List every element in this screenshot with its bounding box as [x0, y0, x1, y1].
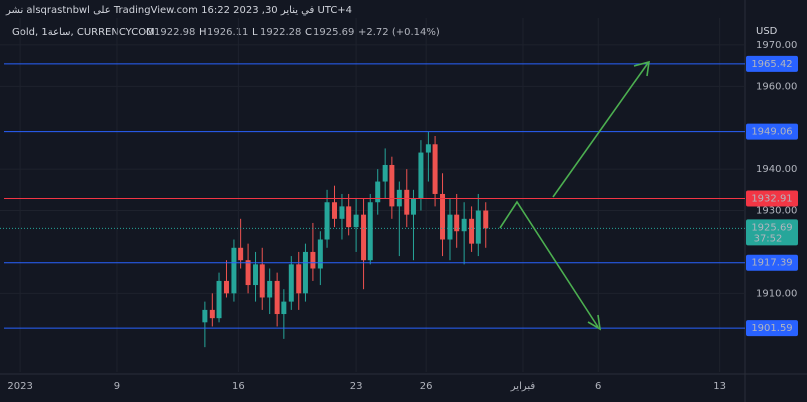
ohlc-value: 1922.98	[154, 27, 195, 38]
candle-body	[231, 247, 237, 294]
candle-body	[238, 247, 244, 261]
candle-body	[288, 264, 294, 302]
candle-body	[410, 198, 416, 215]
x-tick-label: 26	[420, 381, 433, 392]
y-tick-label: 1930.00	[756, 206, 797, 217]
candle-body	[223, 280, 229, 294]
x-tick-label: 9	[114, 381, 120, 392]
candle-body	[382, 164, 388, 182]
level-label-box	[746, 320, 798, 337]
change: +2.72 (+0.14%)	[358, 27, 440, 38]
level-label: 1949.06	[751, 127, 792, 138]
arrow-up-head	[633, 60, 650, 77]
candle-body	[339, 206, 345, 219]
candle-body	[475, 210, 481, 244]
ohlc-label: O	[146, 27, 154, 38]
candle-body	[253, 264, 259, 286]
ohlc-value: 1926.11	[207, 27, 248, 38]
candle-body	[274, 280, 280, 315]
ohlc-value: 1922.28	[260, 27, 301, 38]
candle-body	[447, 214, 453, 240]
candle-body	[418, 152, 424, 199]
level-label: 1901.59	[751, 323, 792, 334]
x-tick-label: 13	[713, 381, 726, 392]
y-tick-label: 1970.00	[756, 40, 797, 51]
arrow-down	[499, 200, 599, 328]
level-label: 1917.39	[751, 258, 792, 269]
candle-body	[324, 202, 330, 240]
ohlc-label: H	[199, 27, 207, 38]
level-label: 1932.91	[751, 193, 792, 204]
countdown: 37:52	[754, 233, 783, 244]
symbol: Gold, 1ساعة, CURRENCYCOM	[12, 27, 155, 38]
candle-body	[332, 202, 338, 219]
projection-arrows	[499, 60, 650, 331]
candle-body	[361, 214, 367, 261]
candle-body	[469, 218, 475, 244]
arrow-down-head	[587, 314, 602, 331]
candle-body	[425, 144, 431, 153]
y-tick-label: 1960.00	[756, 81, 797, 92]
candle-body	[367, 202, 373, 261]
candle-body	[454, 214, 460, 232]
x-tick-label: 6	[595, 381, 601, 392]
candle-body	[353, 214, 359, 228]
candle-body	[375, 181, 381, 203]
candle-body	[432, 144, 438, 194]
candle-body	[296, 264, 302, 294]
level-label-box	[746, 190, 798, 207]
ohlc-label: L	[252, 27, 258, 38]
candle-body	[209, 309, 215, 319]
last-price-box	[746, 219, 798, 246]
y-tick-label: 1910.00	[756, 288, 797, 299]
last-price-label: 1925.69	[751, 222, 792, 233]
candle-body	[267, 280, 273, 298]
candle-body	[302, 251, 308, 294]
ohlc-value: 1925.69	[313, 27, 354, 38]
candle-body	[202, 309, 208, 323]
x-tick-label: 2023	[7, 381, 32, 392]
candle-body	[281, 301, 287, 315]
level-label-box	[746, 55, 798, 72]
currency: USD	[756, 26, 778, 37]
attribution: نشر alsqrastnbwl على TradingView.com في …	[5, 5, 352, 16]
x-tick-label: فبراير	[510, 381, 536, 392]
candle-body	[317, 239, 323, 269]
candle-body	[404, 189, 410, 215]
candle-body	[310, 251, 316, 269]
ohlc-label: C	[305, 27, 312, 38]
x-tick-label: 23	[350, 381, 363, 392]
candle-body	[389, 164, 395, 207]
level-label: 1965.42	[751, 59, 792, 70]
candle-body	[346, 206, 352, 228]
candle-body	[259, 264, 265, 298]
candle-body	[461, 218, 467, 232]
x-tick-label: 16	[232, 381, 245, 392]
candle-body	[216, 280, 222, 319]
candle-body	[245, 260, 251, 286]
level-label-box	[746, 254, 798, 271]
y-tick-label: 1940.00	[756, 164, 797, 175]
candle-body	[483, 210, 489, 229]
arrow-up	[552, 62, 649, 198]
level-label-box	[746, 123, 798, 140]
candle-body	[440, 193, 446, 240]
